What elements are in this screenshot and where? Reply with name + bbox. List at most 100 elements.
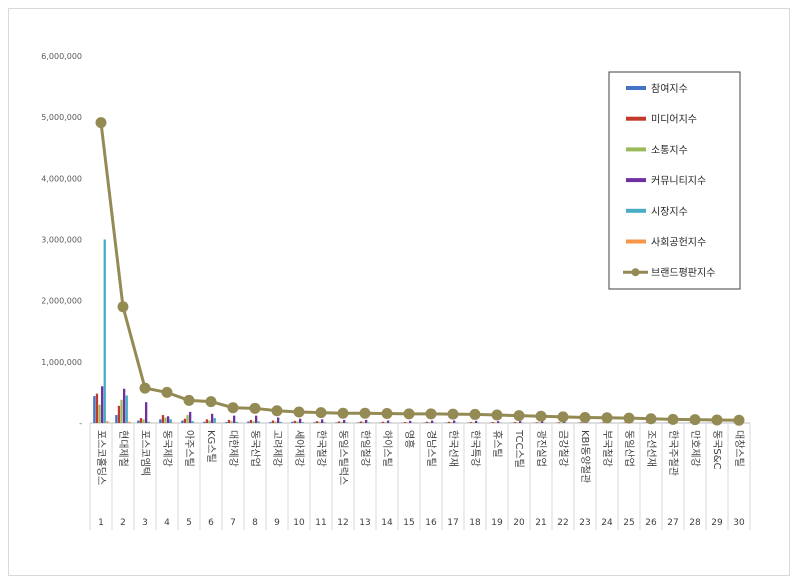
point-브랜드평판지수-3 <box>139 382 151 394</box>
point-브랜드평판지수-10 <box>293 406 305 418</box>
brand-line <box>95 117 745 426</box>
bar-커뮤니티지수-4 <box>167 416 170 423</box>
bar-참여지수-8 <box>247 421 250 423</box>
bar-미디어지수-19 <box>491 422 495 423</box>
bar-미디어지수-4 <box>161 415 165 423</box>
point-브랜드평판지수-29 <box>711 414 723 426</box>
x-category-name: 대창스틸 <box>733 430 746 467</box>
chart-frame <box>8 8 790 576</box>
x-category-index: 3 <box>142 518 148 528</box>
bar-커뮤니티지수-19 <box>497 421 500 423</box>
x-tick-labels: 포스코홀딩스 1 현대제철 2 포스코엠텍 3 동국제강 4 아주스틸 5 KG스틸 6 대한제강 7 동국… <box>95 429 746 528</box>
legend-label-소통지수: 소통지수 <box>651 144 688 156</box>
x-category-index: 7 <box>230 518 236 528</box>
bar-소통지수-15 <box>406 422 409 423</box>
x-category-name: 한국주철관 <box>667 430 679 476</box>
x-category-index: 30 <box>733 518 745 528</box>
legend-label-참여지수: 참여지수 <box>651 83 688 95</box>
bar-커뮤니티지수-21 <box>541 421 544 423</box>
bar-미디어지수-25 <box>623 422 627 423</box>
x-category-name: 현대제철 <box>117 430 129 467</box>
bar-소통지수-11 <box>318 421 321 423</box>
point-브랜드평판지수-19 <box>491 409 503 421</box>
point-브랜드평판지수-25 <box>623 412 635 424</box>
x-category-index: 14 <box>381 518 393 528</box>
point-브랜드평판지수-16 <box>425 408 437 420</box>
point-브랜드평판지수-7 <box>227 402 239 414</box>
bar-시장지수-2 <box>125 395 128 423</box>
legend-swatch-참여지수 <box>626 86 646 90</box>
y-tick-label: 2,000,000 <box>41 297 82 306</box>
x-category-name: 영흥 <box>403 430 416 448</box>
bar-커뮤니티지수-16 <box>431 420 434 423</box>
x-category-index: 18 <box>469 518 481 528</box>
x-category-name: KG스틸 <box>205 430 218 463</box>
bar-시장지수-10 <box>301 422 304 423</box>
x-category-name: 동일스틸럭스 <box>337 430 350 485</box>
bar-사회공헌지수-1 <box>106 421 109 423</box>
point-브랜드평판지수-14 <box>381 408 393 420</box>
bar-미디어지수-26 <box>645 422 649 423</box>
legend-swatch-사회공헌지수 <box>626 239 646 244</box>
x-category-index: 6 <box>208 518 214 528</box>
x-category-index: 20 <box>513 518 525 528</box>
x-category-name: 포스코홀딩스 <box>95 430 108 485</box>
x-category-name: 휴스틸 <box>491 430 504 458</box>
point-브랜드평판지수-13 <box>359 407 371 419</box>
point-브랜드평판지수-11 <box>315 407 327 419</box>
point-브랜드평판지수-9 <box>271 405 283 417</box>
x-category-index: 28 <box>689 518 701 528</box>
x-category-name: 금강철강 <box>557 430 569 467</box>
x-category-index: 29 <box>711 518 723 528</box>
bar-커뮤니티지수-2 <box>123 388 126 423</box>
x-category-index: 23 <box>579 518 590 528</box>
x-category-index: 1 <box>98 518 104 528</box>
x-category-index: 21 <box>535 518 546 528</box>
legend-label-시장지수: 시장지수 <box>651 206 688 218</box>
point-브랜드평판지수-23 <box>579 411 591 423</box>
bar-참여지수-2 <box>115 415 118 423</box>
bar-미디어지수-17 <box>447 421 451 423</box>
x-category-index: 2 <box>120 518 126 528</box>
x-category-name: 조선선재 <box>645 430 657 467</box>
bar-소통지수-12 <box>340 421 343 423</box>
x-category-index: 16 <box>425 518 437 528</box>
y-tick-label: - <box>79 419 82 428</box>
bar-커뮤니티지수-13 <box>365 419 368 423</box>
bar-커뮤니티지수-18 <box>475 420 478 423</box>
y-tick-label: 3,000,000 <box>41 236 82 245</box>
bar-소통지수-19 <box>494 422 497 423</box>
x-category-index: 15 <box>403 518 414 528</box>
bar-참여지수-5 <box>181 420 184 423</box>
bar-참여지수-6 <box>203 421 206 423</box>
bar-시장지수-9 <box>279 421 282 423</box>
bar-참여지수-4 <box>159 419 162 423</box>
bar-미디어지수-6 <box>205 419 209 423</box>
point-브랜드평판지수-28 <box>689 414 701 426</box>
bar-미디어지수-16 <box>425 421 429 423</box>
legend-swatch-소통지수 <box>626 147 646 152</box>
bar-시장지수-3 <box>147 421 150 423</box>
x-category-name: KBI동양철관 <box>579 430 591 483</box>
bar-커뮤니티지수-20 <box>519 421 522 423</box>
bar-커뮤니티지수-3 <box>145 402 148 423</box>
x-category-name: 동일산업 <box>623 430 636 467</box>
bar-미디어지수-21 <box>535 422 539 423</box>
bar-시장지수-13 <box>367 422 370 423</box>
bar-소통지수-13 <box>362 421 365 423</box>
x-category-name: 광진실업 <box>535 430 548 467</box>
bar-미디어지수-18 <box>469 422 473 423</box>
bar-미디어지수-8 <box>249 419 253 423</box>
bar-미디어지수-20 <box>513 422 517 423</box>
bar-소통지수-18 <box>472 422 475 423</box>
legend-label-커뮤니티지수: 커뮤니티지수 <box>651 175 706 187</box>
bar-참여지수-1 <box>93 396 96 423</box>
x-category-index: 17 <box>447 518 458 528</box>
point-브랜드평판지수-1 <box>95 117 107 129</box>
bar-소통지수-16 <box>428 422 431 423</box>
bar-소통지수-9 <box>274 421 277 423</box>
bar-커뮤니티지수-15 <box>409 420 412 423</box>
legend-label-미디어지수: 미디어지수 <box>651 114 697 126</box>
